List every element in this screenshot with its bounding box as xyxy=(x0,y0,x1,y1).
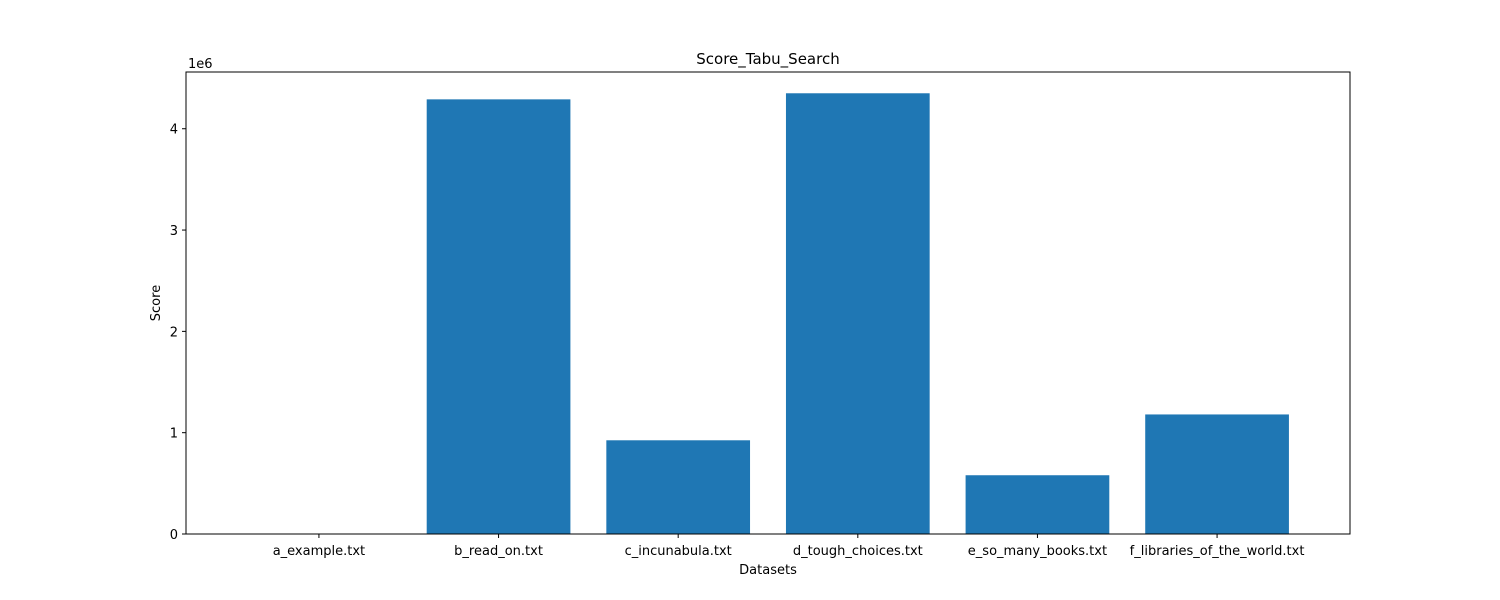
y-tick-label: 3 xyxy=(170,224,178,239)
bar xyxy=(965,475,1110,534)
x-tick-label: a_example.txt xyxy=(273,544,365,559)
x-tick-label: f_libraries_of_the_world.txt xyxy=(1130,544,1305,559)
y-axis-offset-text: 1e6 xyxy=(188,57,213,72)
chart-title: Score_Tabu_Search xyxy=(696,50,839,69)
bar xyxy=(1145,414,1289,534)
bar xyxy=(426,99,571,535)
bar xyxy=(785,93,930,535)
x-tick-label: b_read_on.txt xyxy=(454,544,543,559)
plot-area: a_example.txt b_read_on.txt c_incunabula.t… xyxy=(170,71,1351,559)
y-tick-label: 0 xyxy=(170,528,178,543)
x-tick-label: d_tough_choices.txt xyxy=(793,544,923,559)
x-axis-label: Datasets xyxy=(739,563,797,578)
y-tick-label: 2 xyxy=(170,325,178,340)
x-tick-label: c_incunabula.txt xyxy=(625,544,732,559)
y-axis-label: Score xyxy=(149,285,164,321)
axes-frame xyxy=(185,71,1351,535)
y-tick-label: 4 xyxy=(170,123,178,138)
y-tick-label: 1 xyxy=(170,427,178,442)
x-tick-label: e_so_many_books.txt xyxy=(968,544,1107,559)
bar xyxy=(606,440,751,534)
